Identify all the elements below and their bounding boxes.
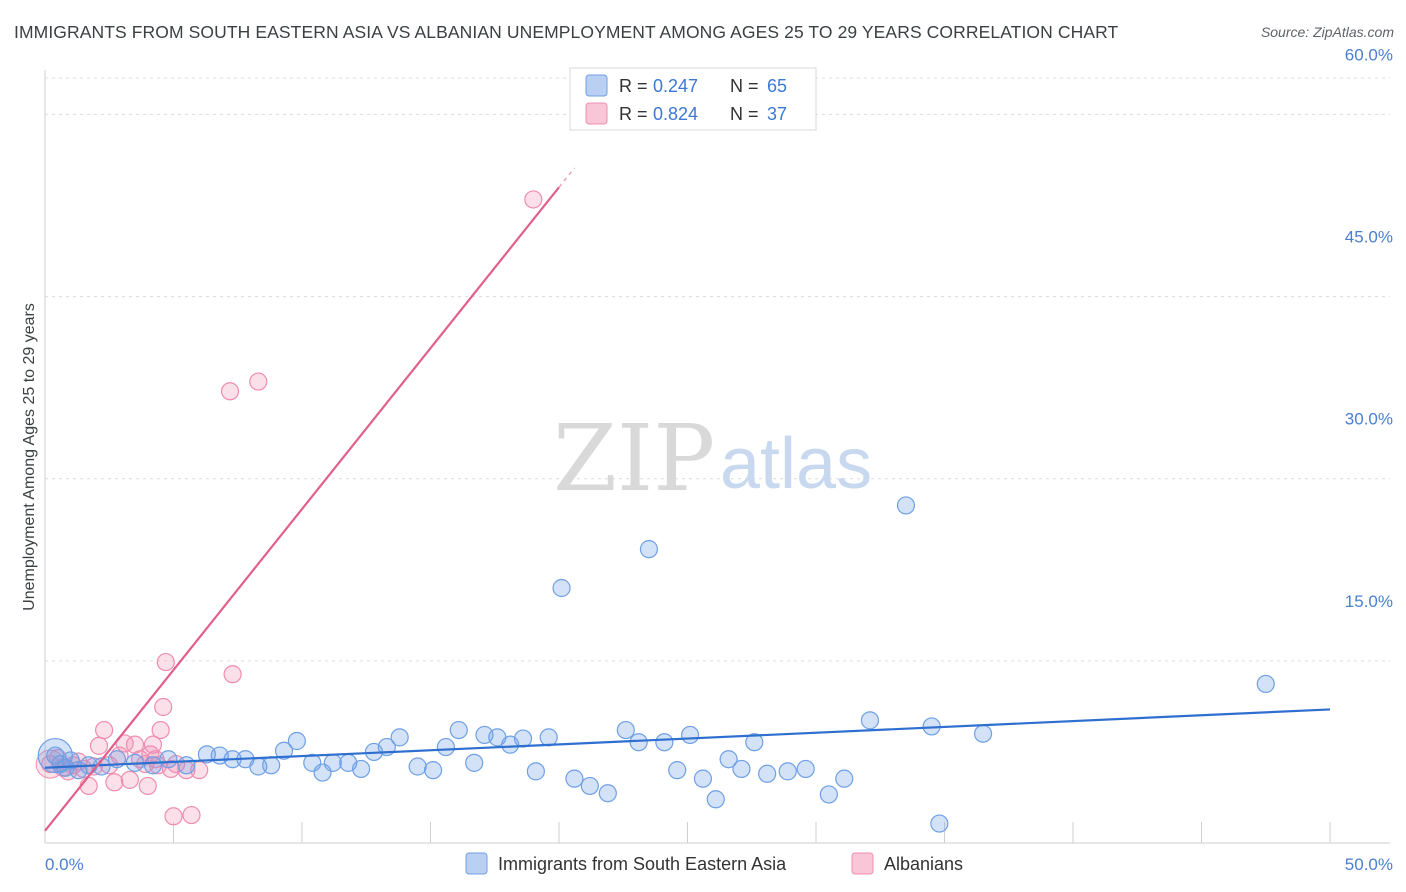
trend-lines: [44, 167, 1331, 832]
correlation-legend: R = 0.247 N = 65 R = 0.824 N = 37: [569, 67, 817, 131]
y-tick-label: 15.0%: [1345, 592, 1393, 611]
albanians-point: [89, 736, 109, 755]
sea-immigrants-point: [819, 785, 838, 804]
sea-immigrants-point: [465, 753, 484, 772]
legend-r-value-pink: 0.824: [653, 104, 698, 124]
albanians-point: [154, 697, 173, 717]
albanians-point: [143, 735, 163, 754]
sea-immigrants-point: [526, 762, 545, 781]
watermark-zip: ZIP: [553, 405, 715, 512]
sea-immigrants-point: [287, 731, 306, 751]
albanians-point: [151, 720, 170, 740]
sea-immigrants-point: [177, 756, 196, 775]
sea-immigrants-point: [680, 725, 700, 745]
series-legend-label-pink: Albanians: [884, 854, 963, 874]
sea-immigrants-point: [352, 759, 371, 779]
legend-r-value-blue: 0.247: [653, 76, 698, 96]
x-tick-marks: [173, 822, 1331, 843]
sea-immigrants-point: [1256, 674, 1275, 694]
sea-immigrants-point: [390, 728, 409, 747]
sea-immigrants-point: [552, 578, 571, 598]
sea-immigrants-point: [778, 762, 797, 781]
y-tick-label: 30.0%: [1345, 410, 1393, 429]
x-tick-label-min: 0.0%: [45, 855, 84, 874]
y-tick-label: 45.0%: [1345, 228, 1393, 247]
trend-line-blue: [44, 708, 1331, 769]
legend-n-value-pink: 37: [767, 104, 787, 124]
sea-immigrants-point: [930, 814, 949, 833]
albanians-point: [249, 372, 268, 391]
sea-immigrants-point: [143, 756, 163, 775]
sea-immigrants-point-cluster: [37, 737, 73, 774]
series-legend-swatch-pink: [851, 852, 874, 875]
sea-immigrants-point: [616, 720, 635, 740]
legend-n-label-pink: N =: [730, 104, 759, 124]
legend-box: [569, 67, 817, 131]
albanians-point: [220, 382, 240, 401]
sea-immigrants-point: [896, 496, 916, 515]
sea-immigrants-point: [539, 728, 558, 747]
sea-immigrants-point: [61, 751, 80, 770]
albanians-point: [156, 652, 175, 672]
sea-immigrants-point: [159, 750, 178, 769]
albanians-point: [182, 805, 201, 825]
albanians-point: [105, 773, 124, 792]
sea-immigrants-point: [436, 737, 456, 757]
sea-immigrants-point: [639, 540, 659, 559]
sea-immigrants-point: [796, 759, 815, 779]
sea-immigrants-point: [706, 790, 725, 809]
sea-immigrants-point: [197, 745, 217, 764]
y-tick-labels: 15.0% 30.0% 45.0% 60.0%: [1345, 45, 1393, 610]
y-axis-label: Unemployment Among Ages 25 to 29 years: [21, 303, 38, 611]
albanians-point: [95, 720, 114, 740]
albanians-point: [79, 776, 98, 796]
trend-line-pink-extension: [558, 167, 576, 188]
grid-lines: [45, 77, 1390, 662]
chart-title: IMMIGRANTS FROM SOUTH EASTERN ASIA VS AL…: [14, 22, 1119, 42]
sea-immigrants-point: [408, 757, 427, 776]
sea-immigrants-point: [598, 784, 617, 803]
albanians-point: [524, 190, 543, 209]
sea-immigrants-point: [732, 759, 751, 779]
sea-immigrants-point: [655, 733, 674, 752]
sea-immigrants-point: [449, 720, 468, 740]
legend-swatch-blue: [585, 74, 608, 97]
sea-immigrants-point: [860, 711, 880, 730]
legend-r-label-pink: R =: [619, 104, 648, 124]
watermark-atlas: atlas: [720, 424, 872, 504]
sea-immigrants-point: [274, 741, 294, 760]
sea-immigrants-point: [629, 733, 648, 752]
albanians-point: [164, 807, 183, 826]
sea-immigrants-point: [668, 761, 687, 780]
sea-immigrants-point: [565, 769, 584, 788]
sea-immigrants-point: [835, 769, 854, 788]
series-legend: Immigrants from South Eastern Asia Alban…: [465, 852, 963, 875]
sea-immigrants-point: [262, 756, 281, 775]
sea-immigrants-point: [693, 769, 713, 788]
x-tick-label-max: 50.0%: [1345, 855, 1393, 874]
legend-swatch-pink: [585, 102, 608, 125]
albanians-point: [138, 776, 157, 796]
legend-n-label-blue: N =: [730, 76, 759, 96]
sea-immigrants-point: [758, 764, 777, 783]
legend-r-label-blue: R =: [619, 76, 648, 96]
sea-immigrants-point: [973, 724, 993, 743]
legend-n-value-blue: 65: [767, 76, 787, 96]
sea-immigrants-point: [323, 753, 342, 772]
albanians-point: [120, 770, 139, 789]
sea-immigrants-point: [719, 750, 738, 769]
sea-immigrants-points: [37, 496, 1275, 833]
sea-immigrants-point: [580, 776, 599, 796]
sea-immigrants-point: [423, 761, 443, 780]
series-legend-swatch-blue: [465, 852, 488, 875]
sea-immigrants-point: [513, 729, 533, 748]
chart-source: Source: ZipAtlas.com: [1260, 24, 1394, 40]
trend-line-pink: [44, 186, 560, 832]
albanians-point: [223, 665, 242, 684]
y-tick-label: 60.0%: [1345, 45, 1393, 64]
sea-immigrants-point: [745, 733, 764, 752]
series-legend-label-blue: Immigrants from South Eastern Asia: [498, 854, 787, 874]
